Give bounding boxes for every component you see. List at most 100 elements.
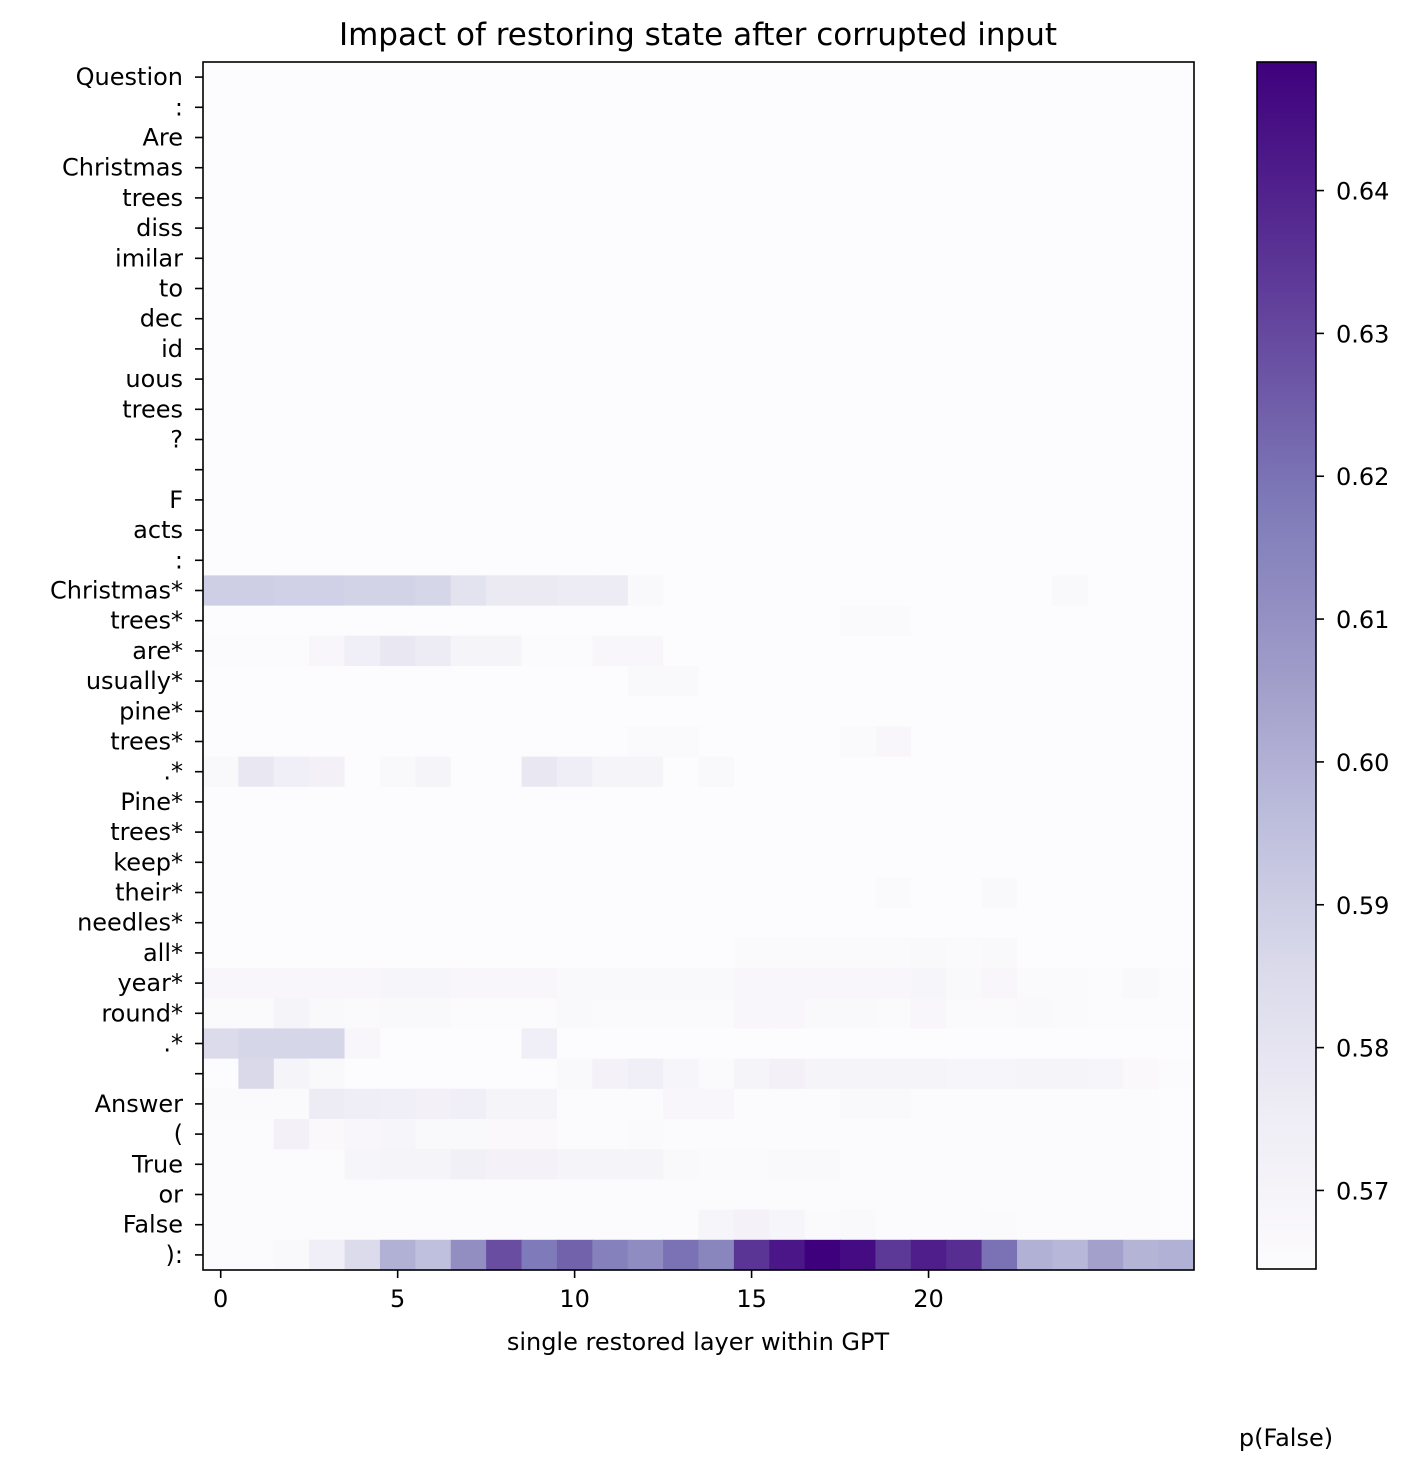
heatmap-cell [733,454,770,486]
heatmap-cell [521,1209,558,1241]
heatmap-cell [769,1179,806,1211]
heatmap-cell [273,122,310,154]
colorbar-tick-label: 0.61 [1336,606,1389,634]
heatmap-cell [804,1239,841,1271]
heatmap-cell [663,333,700,365]
heatmap-cell [203,152,239,184]
heatmap-cell [486,1028,523,1060]
heatmap-cell [840,877,877,909]
heatmap-cell [698,605,735,637]
heatmap-cell [1052,122,1089,154]
heatmap-cell [486,213,523,244]
heatmap-cell [521,515,558,546]
heatmap-cell [273,696,310,727]
heatmap-cell [521,364,558,395]
heatmap-cell [910,817,947,848]
heatmap-cell [1052,1179,1089,1211]
heatmap-cell [521,756,558,788]
heatmap-cell [379,1179,416,1211]
heatmap-cell [769,756,806,788]
heatmap-cell [1158,1088,1195,1120]
heatmap-cell [203,1088,239,1120]
heatmap-cell [379,515,416,546]
heatmap-cell [910,968,947,999]
heatmap-cell [344,303,381,335]
heatmap-cell [238,213,275,244]
heatmap-cell [203,575,239,607]
heatmap-cell [273,1149,310,1180]
heatmap-cell [1017,756,1054,788]
heatmap-cell [1017,213,1054,244]
heatmap-cell [627,515,664,546]
heatmap-cell [556,605,593,637]
heatmap-cell [1087,817,1124,848]
heatmap-cell [415,273,452,305]
heatmap-cell [521,333,558,365]
heatmap-cell [627,152,664,184]
heatmap-cell [521,666,558,697]
heatmap-cell [238,394,275,425]
heatmap-cell [1087,394,1124,425]
heatmap-cell [450,907,487,939]
heatmap-cell [450,937,487,969]
heatmap-cell [875,484,912,516]
heatmap-cell [946,635,983,667]
heatmap-cell [946,1179,983,1211]
heatmap-cell [309,454,346,486]
heatmap-cell [910,333,947,365]
heatmap-cell [733,726,770,758]
heatmap-cell [840,1028,877,1060]
heatmap-cell [769,182,806,214]
heatmap-cell [1158,1209,1195,1241]
heatmap-cell [627,968,664,999]
heatmap-cell [910,666,947,697]
heatmap-cell [238,666,275,697]
heatmap-cell [273,394,310,425]
heatmap-cell [521,273,558,305]
heatmap-cell [309,424,346,456]
heatmap-cell [556,92,593,123]
heatmap-cell [203,303,239,335]
heatmap-cell [1017,394,1054,425]
heatmap-cell [379,333,416,365]
heatmap-cell [450,152,487,184]
heatmap-cell [804,726,841,758]
heatmap-cell [486,968,523,999]
heatmap-cell [698,907,735,939]
y-tick-label: trees [122,395,183,423]
heatmap-cell [309,605,346,637]
heatmap-cell [1158,786,1195,818]
heatmap-cell [203,666,239,697]
heatmap-cell [309,575,346,607]
heatmap-cell [663,1149,700,1180]
heatmap-cell [486,424,523,456]
heatmap-cell [946,303,983,335]
heatmap-cell [273,364,310,395]
heatmap-cell [521,1119,558,1150]
heatmap-cell [309,1088,346,1120]
heatmap-cell [875,756,912,788]
heatmap-cell [733,847,770,878]
heatmap-cell [521,545,558,576]
heatmap-cell [875,1028,912,1060]
heatmap-cell [804,605,841,637]
heatmap-cell [415,817,452,848]
colorbar-label: p(False) [1239,1424,1333,1452]
heatmap-cell [273,817,310,848]
y-tick-label: diss [136,214,183,242]
heatmap-cell [769,907,806,939]
heatmap-cell [486,937,523,969]
heatmap-cell [556,515,593,546]
heatmap-cell [804,696,841,727]
heatmap-cell [875,635,912,667]
heatmap-cell [804,817,841,848]
heatmap-cell [981,666,1018,697]
heatmap-cell [875,1179,912,1211]
heatmap-cell [556,273,593,305]
heatmap-cell [804,937,841,969]
heatmap-cell [910,182,947,214]
heatmap-cell [238,1239,275,1271]
heatmap-cell [309,62,346,93]
y-tick-label: year* [117,969,183,997]
heatmap-cell [981,1058,1018,1090]
